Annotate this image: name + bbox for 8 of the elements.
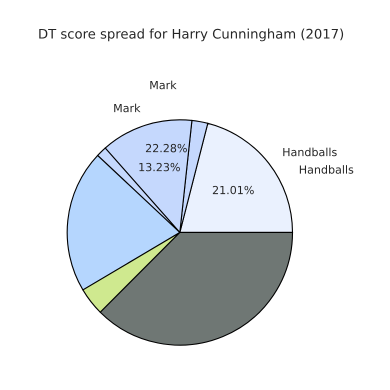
text: 22.28%: [146, 144, 187, 152]
data-label: 13.23%: [139, 162, 180, 172]
text: Handballs: [300, 165, 354, 174]
slice-label: Handballs: [283, 148, 337, 156]
slice-label: Mark: [114, 104, 140, 112]
chart-title: DT score spread for Harry Cunningham (2017): [39, 28, 344, 42]
data-label: 21.01%: [212, 186, 254, 194]
text: Mark: [150, 80, 177, 90]
